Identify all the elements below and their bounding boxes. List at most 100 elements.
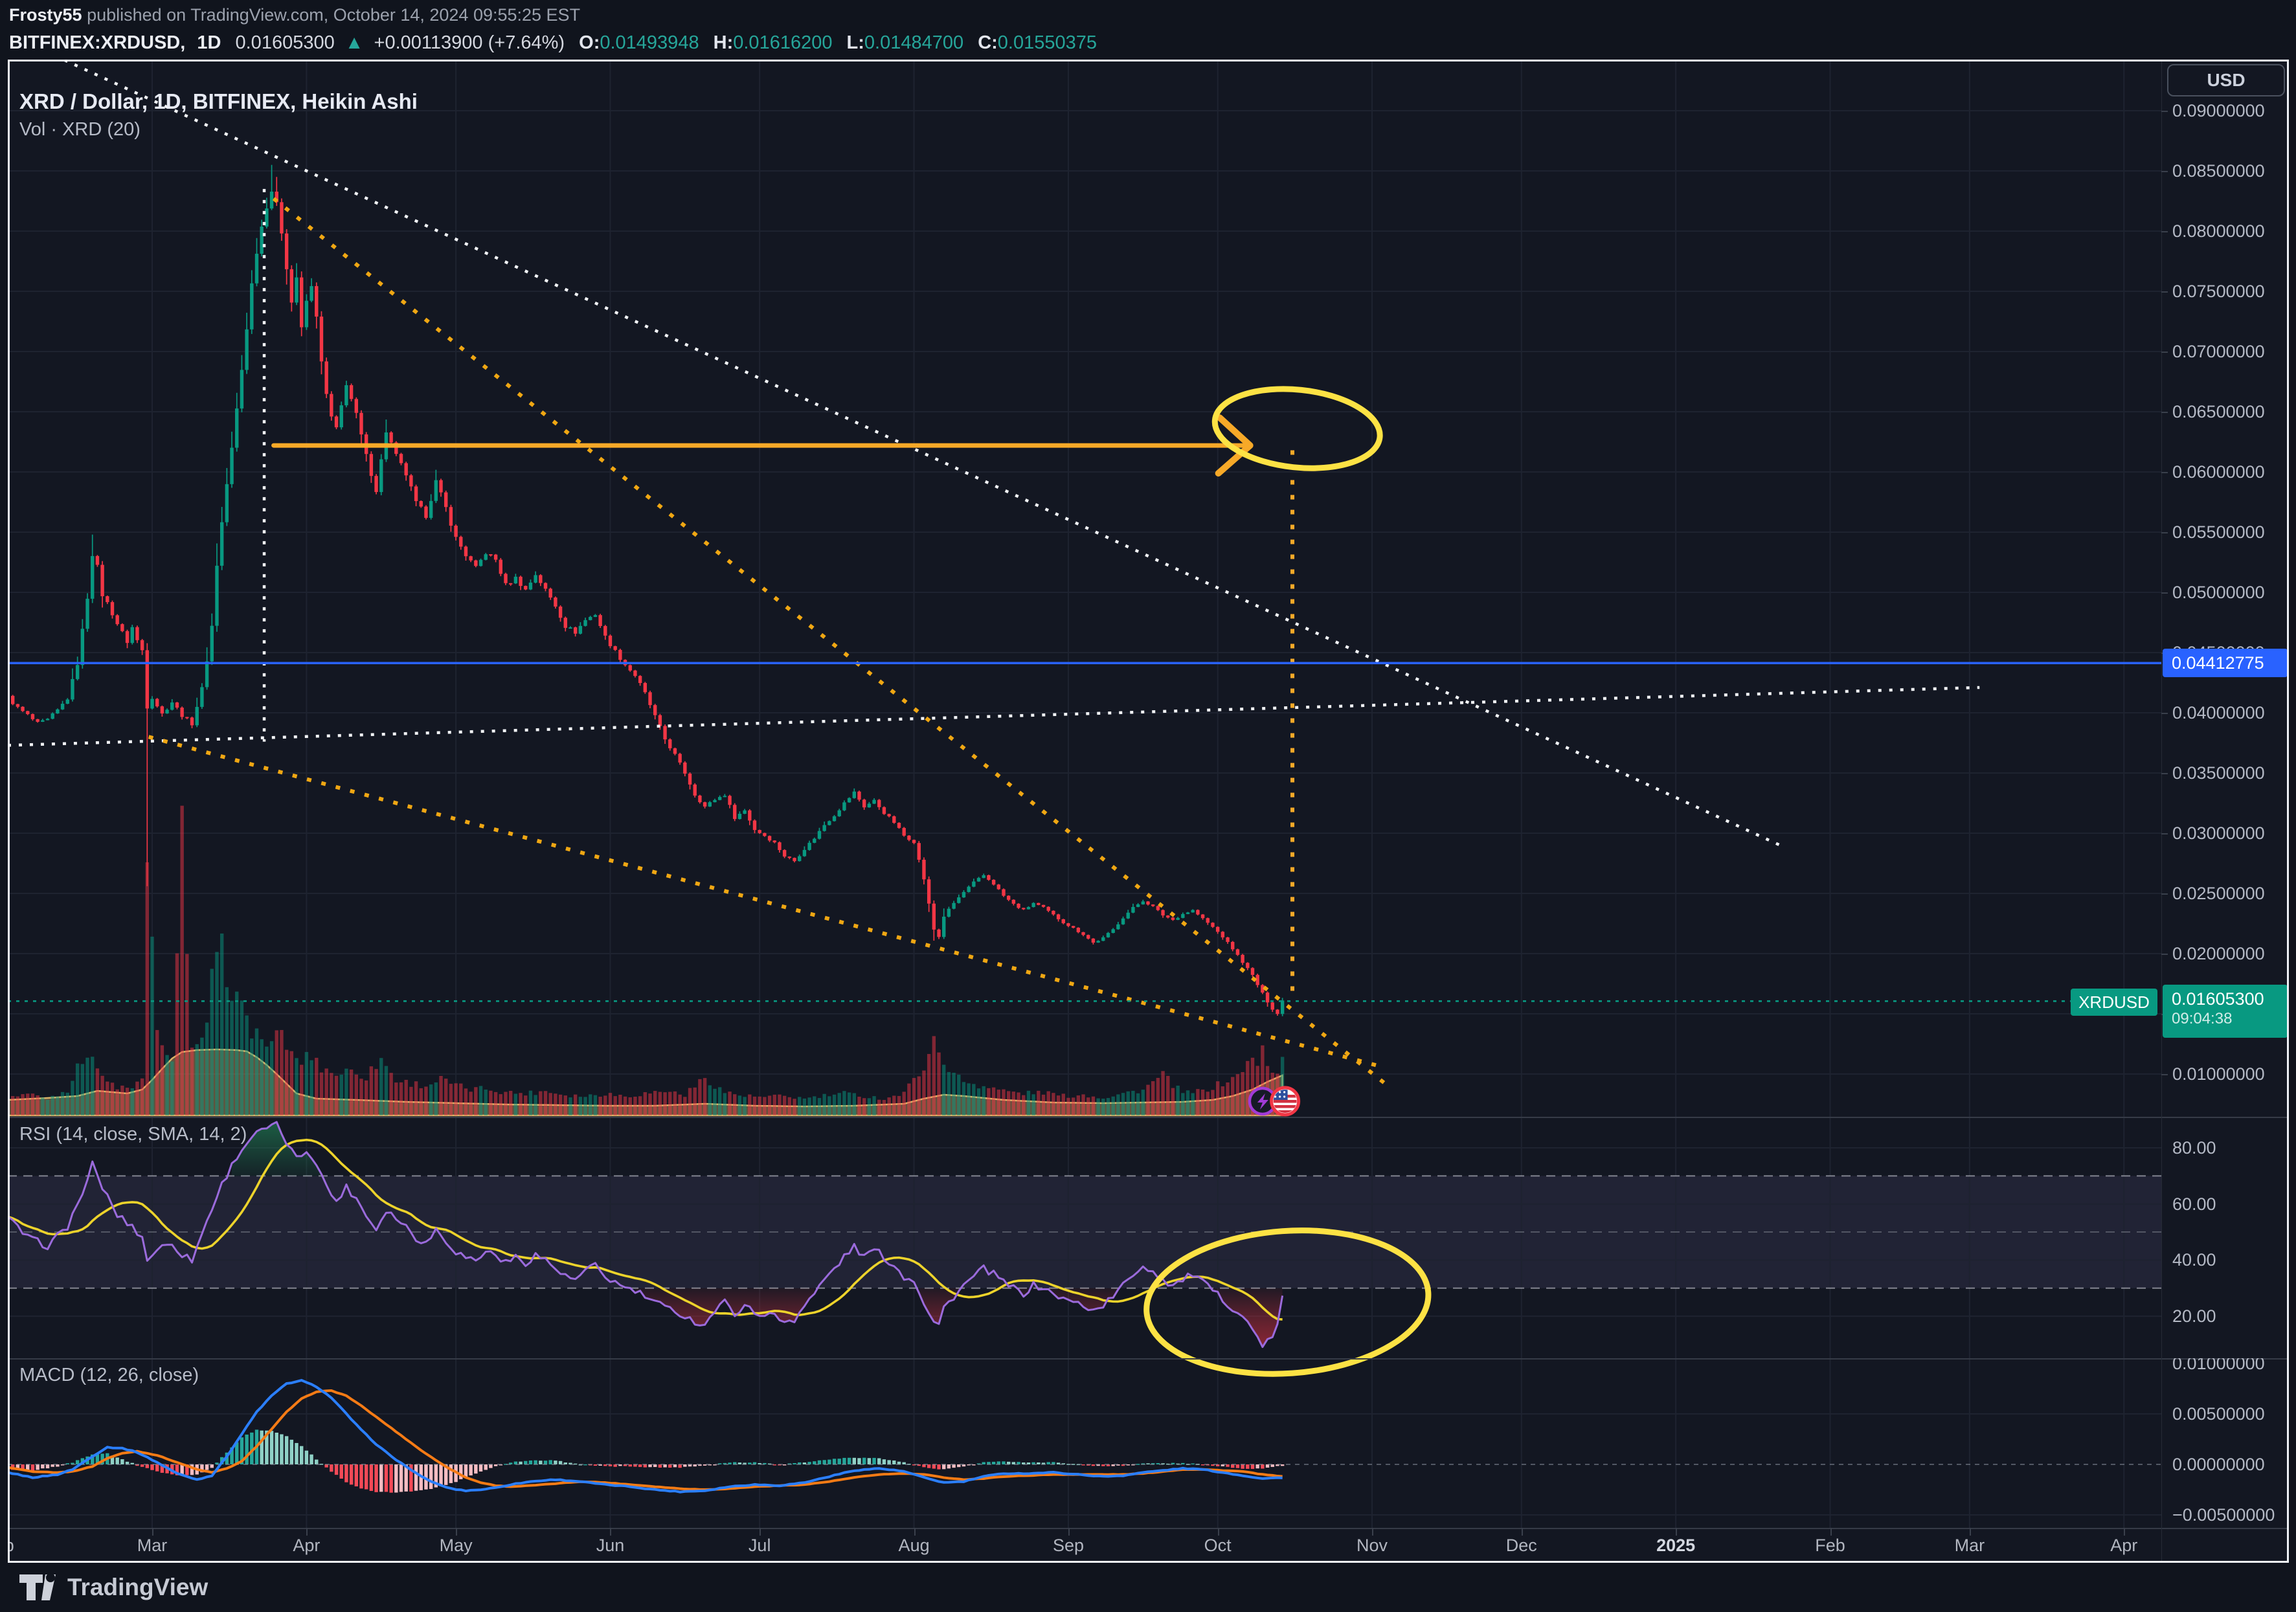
- rsi-axis-label: 40.00: [2172, 1250, 2216, 1270]
- wedge-lower-line[interactable]: [148, 735, 1383, 1069]
- time-axis-label: b: [8, 1536, 14, 1555]
- time-axis-label: Dec: [1505, 1536, 1537, 1555]
- price-axis[interactable]: 0.09000000 0.08500000 0.08000000 0.07500000…: [2161, 60, 2289, 1117]
- price-axis-label: 0.06500000: [2172, 402, 2265, 421]
- rsi-axis[interactable]: 80.00 60.00 40.00 20.00: [2161, 1117, 2289, 1358]
- separator-main-rsi[interactable]: [8, 1117, 2289, 1118]
- time-tick: [1969, 1528, 1971, 1536]
- time-tick: [152, 1528, 153, 1536]
- brand-name: TradingView: [67, 1574, 208, 1600]
- annotations-layer[interactable]: [8, 60, 2161, 1383]
- rsi-layer: [8, 1121, 2161, 1349]
- time-axis-label: Mar: [137, 1536, 168, 1555]
- us-flag-event-icon[interactable]: [1270, 1086, 1301, 1117]
- time-axis-label: May: [439, 1536, 473, 1555]
- rsi-legend[interactable]: RSI (14, close, SMA, 14, 2): [19, 1124, 247, 1145]
- price-tick: [2161, 412, 2168, 413]
- price-tick: [2161, 893, 2168, 895]
- price-axis-label: 0.05500000: [2172, 522, 2265, 542]
- macd-legend[interactable]: MACD (12, 26, close): [19, 1365, 199, 1385]
- price-axis-label: 0.05000000: [2172, 583, 2265, 602]
- tradingview-logo-icon: [19, 1573, 56, 1600]
- price-tick: [2161, 532, 2168, 533]
- volume-legend[interactable]: Vol · XRD (20): [19, 119, 141, 140]
- time-axis-label: Feb: [1815, 1536, 1845, 1555]
- high-value: 0.01616200: [733, 32, 833, 53]
- price-tick: [2161, 833, 2168, 834]
- last-price: 0.01605300: [235, 32, 335, 53]
- price-axis-label: 0.03000000: [2172, 823, 2265, 843]
- separator-macd-timeaxis: [8, 1528, 2289, 1529]
- macd-axis-label: 0.00500000: [2172, 1404, 2265, 1424]
- rsi-axis-label: 60.00: [2172, 1194, 2216, 1214]
- alert-price-label: 0.04412775: [2163, 649, 2288, 677]
- time-tick: [1676, 1528, 1678, 1536]
- time-tick: [1521, 1528, 1523, 1536]
- price-tick: [2161, 773, 2168, 774]
- price-tick: [2161, 713, 2168, 714]
- price-tick: [2161, 352, 2168, 353]
- price-axis-divider: [2161, 60, 2162, 1563]
- rsi-axis-label: 80.00: [2172, 1138, 2216, 1158]
- price-change: +0.00113900 (+7.64%): [374, 32, 565, 53]
- price-axis-label: 0.09000000: [2172, 101, 2265, 120]
- macd-layer: [8, 1379, 2161, 1494]
- candles-layer: [8, 164, 1285, 1016]
- price-axis-label: 0.06000000: [2172, 462, 2265, 482]
- chart-legend-title[interactable]: XRD / Dollar, 1D, BITFINEX, Heikin Ashi: [19, 89, 418, 113]
- time-tick: [1830, 1528, 1832, 1536]
- price-axis-label: 0.04000000: [2172, 703, 2265, 722]
- time-axis-label: Sep: [1052, 1536, 1084, 1555]
- macd-axis[interactable]: 0.01000000 0.00500000 0.00000000 −0.0050000…: [2161, 1358, 2289, 1528]
- price-tick: [2161, 1074, 2168, 1075]
- time-axis-label: Oct: [1204, 1536, 1232, 1555]
- symbol-name[interactable]: BITFINEX:XRDUSD,: [9, 32, 186, 53]
- price-axis-label: 0.08500000: [2172, 161, 2265, 181]
- breakout-target-circle[interactable]: [1211, 381, 1384, 476]
- interval[interactable]: 1D: [197, 32, 221, 53]
- time-tick: [610, 1528, 612, 1536]
- bar-countdown: 09:04:38: [2172, 1010, 2233, 1027]
- price-tick: [2161, 111, 2168, 112]
- time-tick: [306, 1528, 308, 1536]
- white-trendline-upper[interactable]: [63, 60, 1786, 849]
- high-label: H:: [713, 32, 734, 53]
- currency-toggle-button[interactable]: USD: [2167, 64, 2285, 96]
- separator-rsi-macd[interactable]: [8, 1358, 2289, 1360]
- time-axis-label: Mar: [1954, 1536, 1985, 1555]
- publish-info: published on TradingView.com, October 14…: [82, 5, 581, 25]
- time-axis-label: Jul: [748, 1536, 771, 1555]
- time-tick: [2124, 1528, 2126, 1536]
- rsi-dip-circle[interactable]: [1142, 1221, 1433, 1383]
- price-axis-label: 0.02000000: [2172, 944, 2265, 963]
- close-value: 0.01550375: [997, 32, 1097, 53]
- price-axis-label: 0.03500000: [2172, 763, 2265, 783]
- price-axis-label: 0.07000000: [2172, 342, 2265, 361]
- horizontal-arrow-ray[interactable]: [271, 414, 1254, 477]
- rsi-band: [8, 1176, 2161, 1288]
- volume-layer: [8, 805, 1285, 1117]
- grid-layer: [8, 60, 2161, 1528]
- publish-bar: Frosty55 published on TradingView.com, O…: [9, 5, 580, 25]
- price-axis-label: 0.01000000: [2172, 1064, 2265, 1084]
- open-value: 0.01493948: [600, 32, 699, 53]
- price-axis-label: 0.02500000: [2172, 884, 2265, 903]
- close-label: C:: [978, 32, 998, 53]
- price-tick: [2161, 231, 2168, 232]
- time-axis-label: Apr: [2110, 1536, 2138, 1555]
- macd-axis-label: −0.00500000: [2172, 1505, 2275, 1525]
- time-tick: [914, 1528, 916, 1536]
- direction-arrow-icon: ▲: [344, 32, 364, 53]
- symbol-chip: XRDUSD: [2071, 989, 2157, 1016]
- tradingview-attribution[interactable]: TradingView: [18, 1572, 208, 1603]
- macd-axis-label: 0.01000000: [2172, 1358, 2265, 1373]
- price-tick: [2161, 472, 2168, 473]
- time-axis[interactable]: b Mar Apr May Jun Jul Aug Sep Oct Nov Dec 2025 Feb Ma…: [8, 1528, 2161, 1563]
- low-label: L:: [846, 32, 864, 53]
- time-tick: [760, 1528, 761, 1536]
- symbol-bar: BITFINEX:XRDUSD, 1D 0.01605300 ▲ +0.0011…: [9, 32, 1097, 54]
- time-axis-label: Nov: [1356, 1536, 1388, 1555]
- low-value: 0.01484700: [864, 32, 964, 53]
